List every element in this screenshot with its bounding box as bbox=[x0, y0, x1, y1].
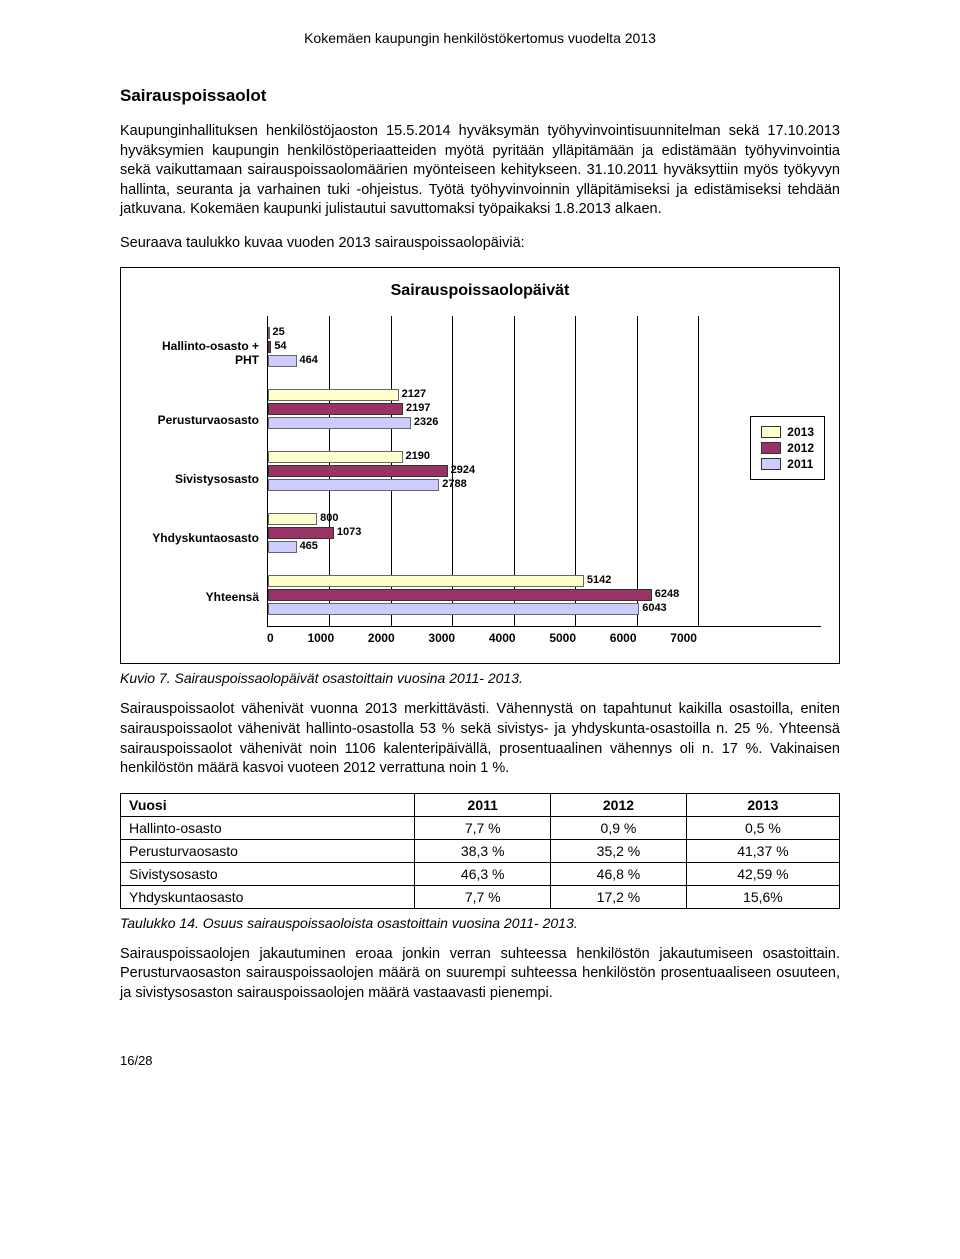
chart-bar bbox=[268, 451, 403, 463]
table-cell: 0,9 % bbox=[551, 816, 687, 839]
table-cell: 42,59 % bbox=[686, 862, 839, 885]
chart-bar-value: 2197 bbox=[406, 402, 430, 414]
table-cell: Yhdyskuntaosasto bbox=[121, 885, 415, 908]
legend-swatch bbox=[761, 442, 781, 454]
chart-title: Sairauspoissaolopäivät bbox=[139, 282, 821, 300]
chart-x-tick: 0 bbox=[267, 631, 274, 645]
table-cell: 0,5 % bbox=[686, 816, 839, 839]
chart-container: Sairauspoissaolopäivät Hallinto-osasto +… bbox=[120, 267, 840, 664]
chart-bar-value: 2924 bbox=[451, 464, 475, 476]
chart-x-tick: 6000 bbox=[610, 631, 637, 645]
table-caption: Taulukko 14. Osuus sairauspoissaoloista … bbox=[120, 915, 840, 931]
paragraph-2: Seuraava taulukko kuvaa vuoden 2013 sair… bbox=[120, 234, 840, 254]
table-cell: 46,3 % bbox=[415, 862, 551, 885]
table-row: Hallinto-osasto7,7 %0,9 %0,5 % bbox=[121, 816, 840, 839]
page-header: Kokemäen kaupungin henkilöstökertomus vu… bbox=[120, 30, 840, 46]
table-cell: 17,2 % bbox=[551, 885, 687, 908]
chart-bar bbox=[268, 513, 317, 525]
table-row: Yhdyskuntaosasto7,7 %17,2 %15,6% bbox=[121, 885, 840, 908]
chart-x-tick: 5000 bbox=[549, 631, 576, 645]
chart-bar-value: 800 bbox=[320, 512, 338, 524]
chart-y-axis: Hallinto-osasto +PHT Perusturvaosasto Sivi… bbox=[139, 316, 267, 627]
chart-bar bbox=[268, 389, 399, 401]
chart-bar bbox=[268, 589, 652, 601]
chart-bar bbox=[268, 479, 439, 491]
chart-bar bbox=[268, 603, 639, 615]
legend-swatch bbox=[761, 426, 781, 438]
chart-legend: 2013 2012 2011 bbox=[750, 416, 825, 480]
table-cell: 35,2 % bbox=[551, 839, 687, 862]
chart-bar-value: 1073 bbox=[337, 526, 361, 538]
table-header-cell: 2013 bbox=[686, 793, 839, 816]
table-cell: 38,3 % bbox=[415, 839, 551, 862]
legend-item: 2012 bbox=[761, 441, 814, 455]
legend-item: 2013 bbox=[761, 425, 814, 439]
chart-bar-value: 464 bbox=[300, 354, 318, 366]
chart-bar bbox=[268, 541, 297, 553]
legend-label: 2012 bbox=[787, 441, 814, 455]
chart-bar bbox=[268, 355, 297, 367]
section-title: Sairauspoissaolot bbox=[120, 86, 840, 106]
table-cell: Hallinto-osasto bbox=[121, 816, 415, 839]
chart-bar-value: 465 bbox=[300, 540, 318, 552]
chart-bar-value: 2788 bbox=[442, 478, 466, 490]
legend-label: 2011 bbox=[787, 457, 813, 471]
chart-bar bbox=[268, 327, 270, 339]
chart-caption: Kuvio 7. Sairauspoissaolopäivät osastoit… bbox=[120, 670, 840, 686]
chart-category-label: Yhteensä bbox=[139, 590, 259, 604]
chart-bar-value: 2326 bbox=[414, 416, 438, 428]
chart-bar bbox=[268, 465, 448, 477]
chart-x-tick: 4000 bbox=[489, 631, 516, 645]
paragraph-4: Sairauspoissaolojen jakautuminen eroaa j… bbox=[120, 945, 840, 1004]
chart-bar bbox=[268, 403, 403, 415]
table-header-cell: 2012 bbox=[551, 793, 687, 816]
table-cell: 46,8 % bbox=[551, 862, 687, 885]
chart-bar bbox=[268, 341, 271, 353]
table-header-cell: Vuosi bbox=[121, 793, 415, 816]
chart-bar-value: 6043 bbox=[642, 602, 666, 614]
table-row: Sivistysosasto46,3 %46,8 %42,59 % bbox=[121, 862, 840, 885]
chart-x-axis: 0 1000 2000 3000 4000 5000 6000 7000 bbox=[267, 631, 697, 645]
chart-category-label: Hallinto-osasto +PHT bbox=[139, 339, 259, 368]
chart-x-tick: 2000 bbox=[368, 631, 395, 645]
legend-label: 2013 bbox=[787, 425, 814, 439]
legend-swatch bbox=[761, 458, 781, 470]
chart-bar-value: 5142 bbox=[587, 574, 611, 586]
table-cell: 41,37 % bbox=[686, 839, 839, 862]
chart-category-label: Perusturvaosasto bbox=[139, 413, 259, 427]
chart-x-tick: 1000 bbox=[307, 631, 334, 645]
chart-x-tick: 3000 bbox=[428, 631, 455, 645]
chart-category-label: Yhdyskuntaosasto bbox=[139, 531, 259, 545]
chart-bar bbox=[268, 417, 411, 429]
chart-bar-value: 6248 bbox=[655, 588, 679, 600]
table-cell: 7,7 % bbox=[415, 816, 551, 839]
chart-bar-value: 54 bbox=[274, 340, 286, 352]
chart-bar-value: 2127 bbox=[402, 388, 426, 400]
data-table: Vuosi201120122013 Hallinto-osasto7,7 %0,… bbox=[120, 793, 840, 909]
table-cell: Sivistysosasto bbox=[121, 862, 415, 885]
table-row: Perusturvaosasto38,3 %35,2 %41,37 % bbox=[121, 839, 840, 862]
table-header-cell: 2011 bbox=[415, 793, 551, 816]
chart-plot-area: 2013 2012 2011 25 54 464 2127 2197 2326 2190 2924… bbox=[267, 316, 821, 627]
table-cell: 7,7 % bbox=[415, 885, 551, 908]
chart-bar-value: 2190 bbox=[406, 450, 430, 462]
chart-category-label: Sivistysosasto bbox=[139, 472, 259, 486]
paragraph-3: Sairauspoissaolot vähenivät vuonna 2013 … bbox=[120, 700, 840, 778]
table-cell: 15,6% bbox=[686, 885, 839, 908]
legend-item: 2011 bbox=[761, 457, 814, 471]
chart-bar bbox=[268, 575, 584, 587]
chart-bar bbox=[268, 527, 334, 539]
chart-bar-value: 25 bbox=[273, 326, 285, 338]
chart-x-tick: 7000 bbox=[670, 631, 697, 645]
paragraph-1: Kaupunginhallituksen henkilöstöjaoston 1… bbox=[120, 122, 840, 220]
page-number: 16/28 bbox=[120, 1053, 840, 1068]
table-cell: Perusturvaosasto bbox=[121, 839, 415, 862]
